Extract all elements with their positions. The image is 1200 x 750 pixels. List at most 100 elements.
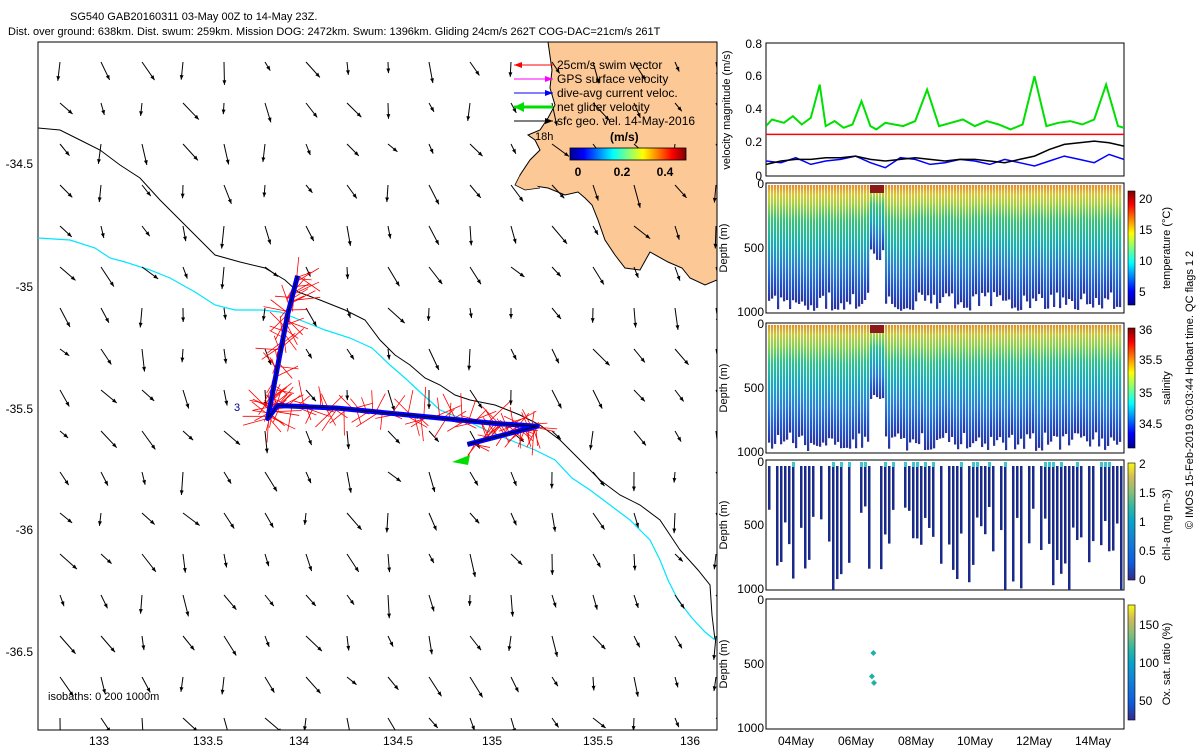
current-arrow [428,553,435,564]
current-arrow [633,348,646,363]
swim-vector [242,418,268,426]
profile-column [921,325,924,434]
current-arrow [345,61,350,75]
chla-profile [868,466,871,569]
chla-profile [1020,466,1023,589]
current-arrow [469,635,482,651]
swim-vector-arrows [242,257,558,460]
current-arrow [264,676,275,693]
profile-column [981,185,984,293]
current-arrow [510,553,523,566]
profile-column [909,185,912,310]
current-arrow [223,307,227,320]
land-mass [519,42,717,286]
chla-profile [1092,466,1095,542]
chla-profile [1120,466,1123,590]
current-arrow [100,225,105,239]
current-arrow [387,266,400,287]
current-arrow [264,471,278,492]
profile-column [954,325,957,445]
current-arrow [345,266,350,280]
current-arrow [386,348,391,360]
ox-y-tick-1000: 1000 [737,721,764,735]
current-arrow [346,102,362,118]
current-arrow [551,348,560,364]
profile-column [1074,325,1077,434]
current-arrow [179,471,184,496]
chla-panel: 0 500 1000 Depth (m) 0 0.5 1 1.5 2 chl-a… [718,455,1173,596]
profile-column [1035,325,1038,451]
profile-column [792,185,795,301]
current-arrow [100,348,112,365]
profile-column [816,185,819,308]
current-arrow [469,717,475,730]
profile-column [1110,185,1113,293]
profile-column [771,325,774,449]
profile-column [969,185,972,311]
chl-y-label: Depth (m) [718,501,730,550]
current-arrow [182,635,195,651]
current-arrow [100,389,118,404]
profile-column [786,185,789,301]
chla-profile [840,466,843,575]
current-arrow [674,635,683,649]
current-arrow [346,717,350,730]
title-line-2: Dist. over ground: 638km. Dist. swum: 25… [8,26,661,38]
chla-profile [808,466,811,560]
profile-column [780,325,783,445]
swim-vector [509,406,514,425]
vel-y-tick-0-2: 0.2 [745,135,762,149]
chla-profile [1000,466,1003,531]
velocity-y-label: velocity magnitude (m/s) [721,50,733,169]
profile-column [1017,185,1020,311]
current-arrow [674,553,684,562]
current-arrow [633,676,639,697]
current-arrow [223,184,232,205]
profile-column [1092,325,1095,440]
current-arrow [59,512,73,524]
profile-column [915,325,918,444]
current-arrow [222,61,227,85]
map-y-tick-35: -35 [16,280,34,294]
x-tick-08may: 08May [898,734,934,748]
chla-profile [940,466,943,564]
chl-cbar-tick-0-5: 0.5 [1139,544,1156,558]
chla-profile [916,466,919,539]
swim-vector [321,407,338,432]
vel-y-tick-0-6: 0.6 [745,69,762,83]
x-tick-14may: 14May [1075,734,1111,748]
current-arrow [633,102,641,119]
current-arrow [346,143,360,157]
current-arrow [386,61,391,74]
profile-column [879,185,882,261]
chla-profile [988,466,991,507]
current-arrow [715,430,717,452]
profile-column [924,325,927,451]
profile-column [927,185,930,296]
profile-column [882,185,885,251]
current-arrow [141,635,146,651]
chla-profile [948,466,951,545]
current-arrow [141,184,152,197]
current-arrow [305,676,321,694]
profile-column [834,185,837,310]
profile-column [1116,185,1119,307]
chla-profile [1040,466,1043,550]
current-arrow [592,717,606,729]
current-arrow [387,307,406,324]
current-arrow [510,676,519,693]
ox-y-tick-500: 500 [744,657,764,671]
current-arrow [469,676,484,698]
current-arrow [264,102,272,123]
profile-column [903,185,906,309]
profile-column [855,185,858,309]
current-arrow [223,430,241,446]
current-arrow [469,61,480,76]
profile-column [1104,325,1107,450]
profile-column [1095,185,1098,298]
profile-column [1032,325,1035,434]
swim-vector [269,311,286,328]
profile-column [1077,185,1080,310]
current-arrow [715,717,717,720]
legend-entry-1: 25cm/s swim vector [557,58,662,72]
